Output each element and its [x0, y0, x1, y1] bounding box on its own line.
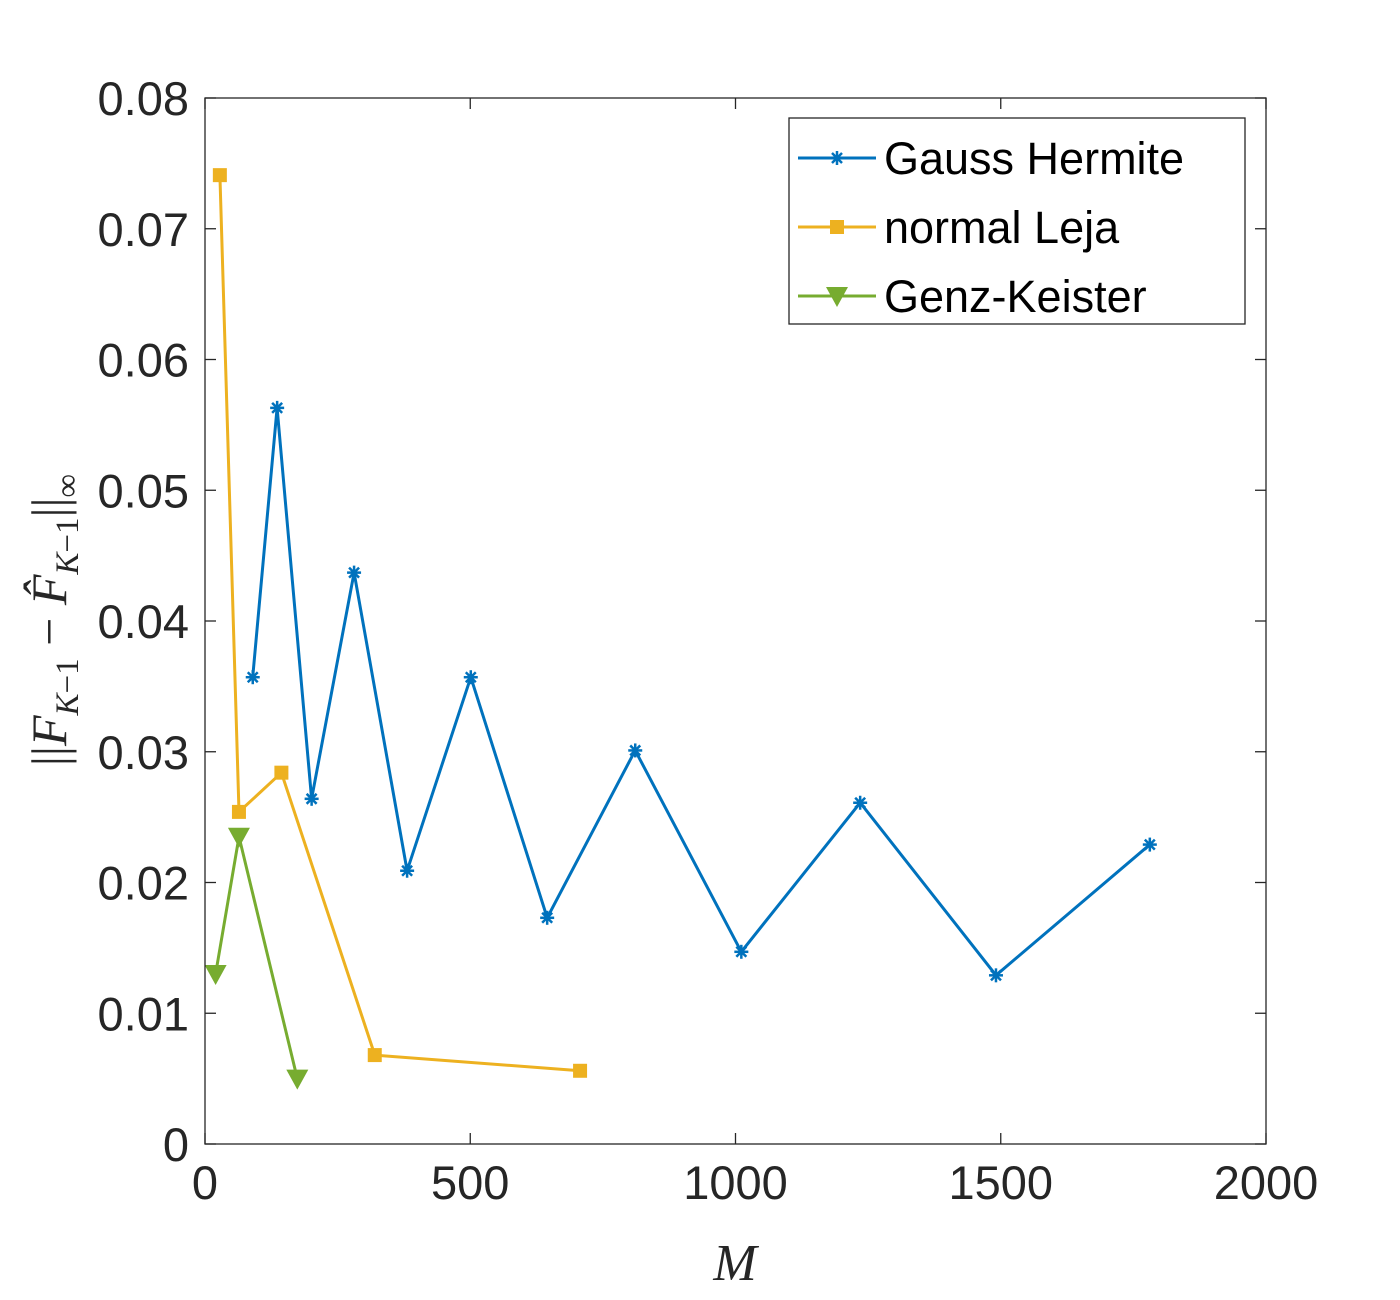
data-point: [853, 795, 868, 810]
plot-area-border: [204, 97, 1267, 1145]
data-point: [347, 565, 362, 580]
y-tick-label: 0.05: [98, 464, 189, 517]
data-point: [540, 910, 555, 925]
data-point: [270, 400, 285, 415]
y-tick-label: 0.07: [98, 203, 189, 256]
data-point: [274, 765, 289, 780]
y-tick-label: 0.02: [98, 857, 189, 910]
data-point: [734, 944, 749, 959]
legend-label: Gauss Hermite: [884, 133, 1184, 184]
x-axis-label: M: [712, 1235, 759, 1292]
data-point: [212, 168, 227, 183]
data-point: [628, 743, 643, 758]
legend-marker: [830, 151, 844, 165]
data-point: [573, 1063, 588, 1078]
x-tick-label: 2000: [1214, 1156, 1319, 1209]
y-tick-label: 0: [163, 1118, 189, 1171]
x-tick-label: 1500: [948, 1156, 1053, 1209]
y-tick-label: 0.01: [98, 987, 189, 1040]
data-point: [231, 804, 246, 819]
legend-label: normal Leja: [884, 202, 1120, 253]
x-tick-label: 1000: [683, 1156, 788, 1209]
svg-text:||FK−1 − F̂K−1||∞: ||FK−1 − F̂K−1||∞: [21, 474, 86, 766]
data-point: [227, 827, 250, 848]
data-point: [286, 1069, 309, 1090]
data-point: [204, 965, 227, 986]
y-axis-label: ||FK−1 − F̂K−1||∞: [21, 474, 86, 766]
data-point: [400, 863, 415, 878]
data-point: [988, 968, 1003, 983]
series-markers: [204, 168, 1157, 1090]
y-tick-label: 0.06: [98, 334, 189, 387]
data-point: [245, 670, 260, 685]
legend-marker: [830, 220, 844, 234]
y-tick-label: 0.08: [98, 72, 189, 125]
data-point: [463, 670, 478, 685]
series-line-0: [251, 406, 1151, 977]
tick-labels: 0 500 1000 1500 2000 0 0.01 0.02 0.03 0.04 0.05 0.0…: [98, 72, 1319, 1209]
legend-marker: [826, 287, 848, 307]
legend: Gauss Hermite normal Leja Genz-Keister: [788, 117, 1246, 325]
legend-label: Genz-Keister: [884, 271, 1147, 322]
x-tick-label: 0: [192, 1156, 218, 1209]
x-tick-label: 500: [431, 1156, 509, 1209]
y-tick-label: 0.04: [98, 595, 189, 648]
y-tick-label: 0.03: [98, 726, 189, 779]
data-point: [1142, 837, 1157, 852]
data-point: [367, 1048, 382, 1063]
legend-box: [788, 117, 1246, 325]
data-point: [304, 791, 319, 806]
